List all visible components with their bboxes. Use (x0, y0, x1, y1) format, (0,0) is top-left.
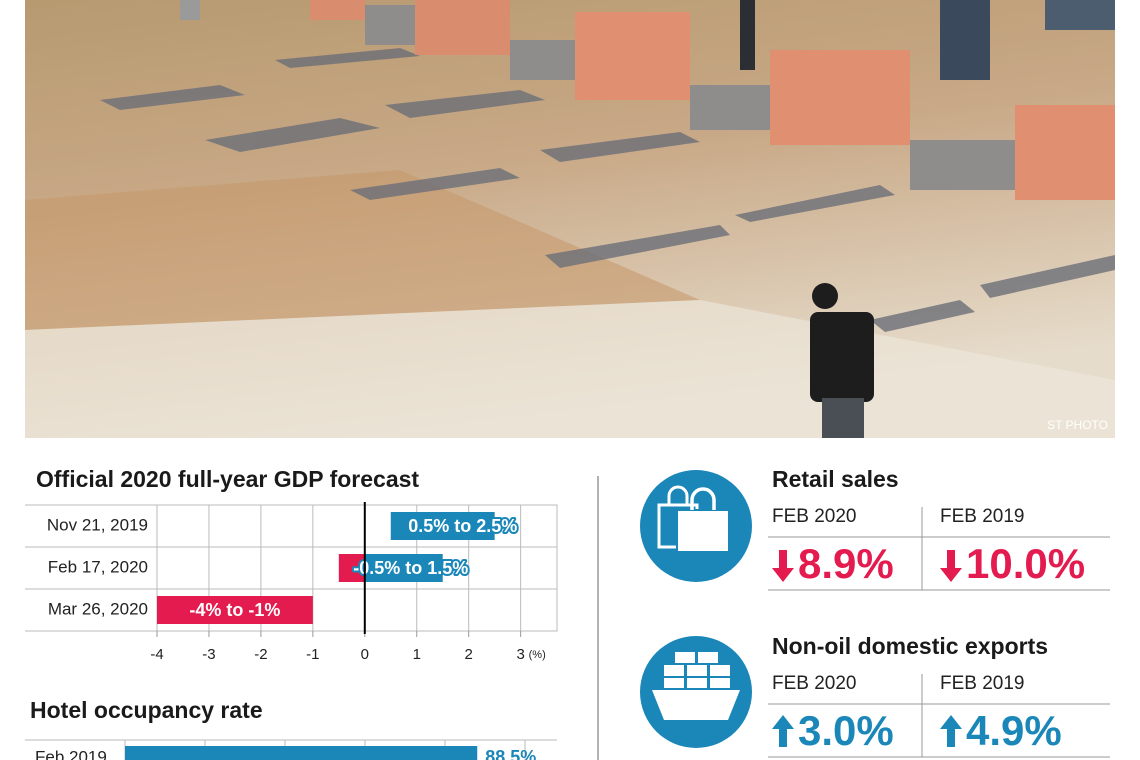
stat-title: Retail sales (772, 466, 899, 492)
chart-title: Official 2020 full-year GDP forecast (36, 466, 419, 492)
value-label: 0.5% to 2.5% (408, 516, 517, 536)
x-tick-label: 1 (413, 646, 421, 663)
category-label: Mar 26, 2020 (48, 599, 148, 618)
stat-value: 3.0% (798, 707, 894, 754)
category-label: Nov 21, 2019 (47, 515, 148, 534)
x-tick-label: -1 (306, 646, 319, 663)
stat-period: FEB 2019 (940, 673, 1025, 694)
value-label: 88.5% (485, 747, 536, 760)
bar (125, 746, 478, 760)
chart-title: Hotel occupancy rate (30, 697, 263, 723)
stat-period: FEB 2020 (772, 673, 857, 694)
photo-counters (180, 0, 1115, 200)
bar-negative (157, 596, 313, 624)
category-label: Feb 17, 2020 (48, 557, 148, 576)
x-unit: (%) (529, 649, 546, 661)
x-tick-label: -4 (150, 646, 163, 663)
stat-arrow-down (772, 550, 794, 582)
x-tick-label: -2 (254, 646, 267, 663)
stat-arrow-down (940, 550, 962, 582)
photo-floor-tiles (100, 48, 1115, 332)
x-tick-label: 0 (361, 646, 369, 663)
bar-positive (390, 512, 495, 540)
x-tick-label: 2 (465, 646, 473, 663)
stat-period: FEB 2020 (772, 506, 857, 527)
stat-value: 10.0% (966, 540, 1085, 587)
stat-arrow-up (772, 715, 794, 747)
photo: ST PHOTO (25, 0, 1115, 438)
photo-credit: ST PHOTO (1047, 418, 1108, 432)
x-tick-label: 3 (516, 646, 524, 663)
stat-value: 8.9% (798, 540, 894, 587)
photo-person (810, 283, 874, 438)
bar-positive (364, 554, 443, 582)
value-label: -4% to -1% (189, 600, 280, 620)
photo-floor-pattern (25, 170, 700, 330)
icon-ship (640, 636, 752, 748)
value-label: -0.5% to 1.5% (353, 558, 468, 578)
stat-period: FEB 2019 (940, 506, 1025, 527)
bar-negative (338, 554, 365, 582)
icon-bags (640, 470, 752, 582)
category-label: Feb 2019 (35, 747, 107, 760)
stat-value: 4.9% (966, 707, 1062, 754)
stat-arrow-up (940, 715, 962, 747)
stat-title: Non-oil domestic exports (772, 633, 1048, 659)
x-tick-label: -3 (202, 646, 215, 663)
